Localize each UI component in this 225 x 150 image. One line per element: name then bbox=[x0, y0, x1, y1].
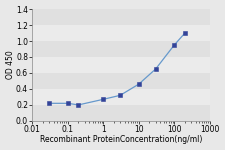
Bar bbox=[32, 73, 210, 89]
Bar bbox=[32, 105, 210, 121]
Bar bbox=[32, 89, 210, 105]
Y-axis label: OD 450: OD 450 bbox=[6, 51, 15, 79]
Bar bbox=[32, 41, 210, 57]
Bar bbox=[32, 9, 210, 25]
Bar bbox=[32, 57, 210, 73]
Bar bbox=[32, 25, 210, 41]
X-axis label: Recombinant ProteinConcentration(ng/ml): Recombinant ProteinConcentration(ng/ml) bbox=[40, 135, 202, 144]
